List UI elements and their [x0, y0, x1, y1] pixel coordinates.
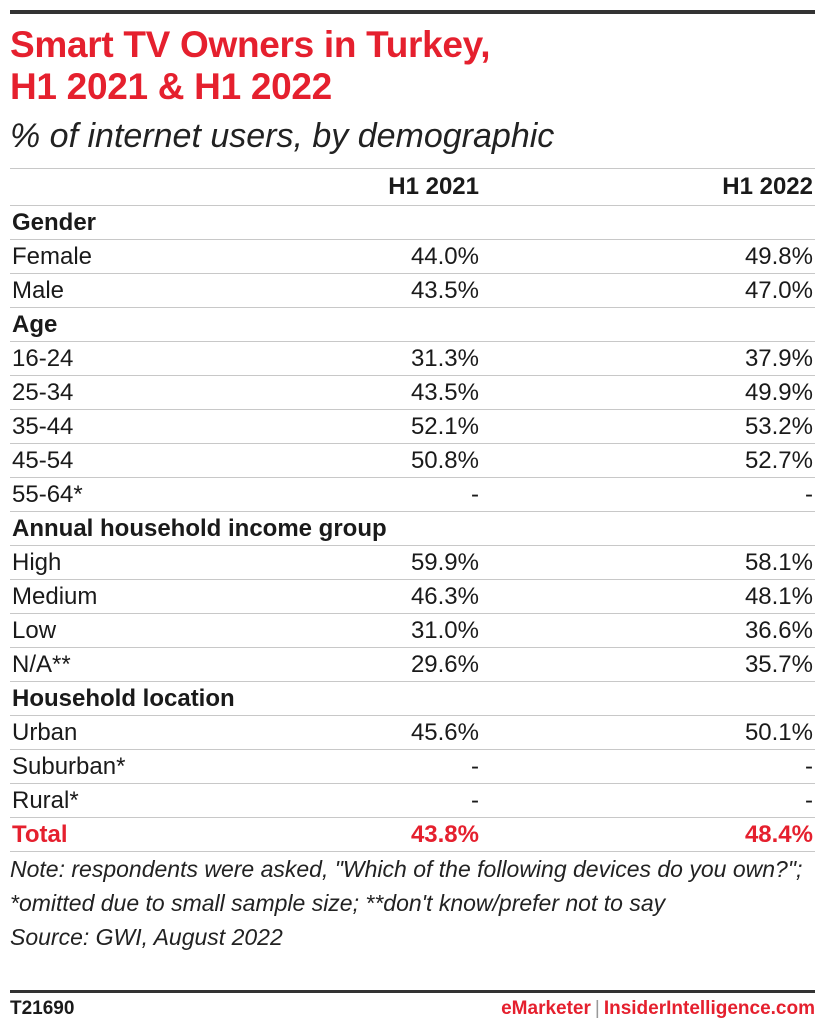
row-label: Suburban*	[10, 749, 171, 784]
table-row: 25-34 43.5% 49.9%	[10, 375, 815, 410]
value-h1-2021: -	[171, 749, 481, 784]
table-row: High 59.9% 58.1%	[10, 545, 815, 580]
table-row: Low 31.0% 36.6%	[10, 613, 815, 648]
row-label: Rural*	[10, 783, 171, 818]
brand-insider-intelligence: InsiderIntelligence.com	[603, 998, 815, 1019]
value-h1-2022: 50.1%	[481, 715, 815, 750]
source-text: Source: GWI, August 2022	[10, 924, 283, 950]
value-h1-2021: 43.5%	[171, 273, 481, 308]
title-line-2: H1 2021 & H1 2022	[10, 66, 332, 107]
section-header-row: Annual household income group	[10, 511, 815, 546]
data-table: H1 2021 H1 2022 Gender Female 44.0% 49.8% Ma…	[10, 168, 815, 852]
value-h1-2021: -	[171, 783, 481, 818]
table-row: Rural* - -	[10, 783, 815, 818]
value-h1-2022: 49.8%	[481, 239, 815, 274]
table-row: Urban 45.6% 50.1%	[10, 715, 815, 750]
table-row: Male 43.5% 47.0%	[10, 273, 815, 308]
row-label: 25-34	[10, 375, 171, 410]
header-blank	[10, 168, 171, 206]
table-row: 35-44 52.1% 53.2%	[10, 409, 815, 444]
row-label: Medium	[10, 579, 171, 614]
value-h1-2022: 35.7%	[481, 647, 815, 682]
value-h1-2021: 50.8%	[171, 443, 481, 478]
footer-brand: eMarketer | InsiderIntelligence.com	[501, 998, 815, 1020]
value-h1-2021: 31.3%	[171, 341, 481, 376]
value-h1-2022: -	[481, 477, 815, 512]
chart-subtitle: % of internet users, by demographic	[10, 117, 555, 155]
row-label: N/A**	[10, 647, 171, 682]
row-label: Low	[10, 613, 171, 648]
value-h1-2022: -	[481, 749, 815, 784]
section-label: Household location	[10, 681, 815, 716]
brand-emarketer: eMarketer	[501, 998, 591, 1019]
value-h1-2021: 52.1%	[171, 409, 481, 444]
value-h1-2022: 36.6%	[481, 613, 815, 648]
value-h1-2022: 37.9%	[481, 341, 815, 376]
brand-separator: |	[594, 998, 600, 1019]
table-row: Medium 46.3% 48.1%	[10, 579, 815, 614]
row-label: Female	[10, 239, 171, 274]
header-row: H1 2021 H1 2022	[10, 168, 815, 206]
value-h1-2021: 31.0%	[171, 613, 481, 648]
value-h1-2021: -	[171, 477, 481, 512]
total-h1-2022: 48.4%	[481, 817, 815, 852]
row-label: High	[10, 545, 171, 580]
chart-title: Smart TV Owners in Turkey, H1 2021 & H1 …	[10, 24, 810, 108]
value-h1-2022: 48.1%	[481, 579, 815, 614]
table-row: 16-24 31.3% 37.9%	[10, 341, 815, 376]
table-row: 55-64* - -	[10, 477, 815, 512]
row-label: 55-64*	[10, 477, 171, 512]
value-h1-2022: 58.1%	[481, 545, 815, 580]
value-h1-2021: 29.6%	[171, 647, 481, 682]
value-h1-2022: -	[481, 783, 815, 818]
value-h1-2022: 53.2%	[481, 409, 815, 444]
row-label: 16-24	[10, 341, 171, 376]
section-label: Annual household income group	[10, 511, 815, 546]
bottom-rule	[10, 990, 815, 993]
table-row: N/A** 29.6% 35.7%	[10, 647, 815, 682]
value-h1-2021: 59.9%	[171, 545, 481, 580]
footnote: Note: respondents were asked, "Which of …	[10, 852, 815, 954]
table-row: Suburban* - -	[10, 749, 815, 784]
value-h1-2021: 43.5%	[171, 375, 481, 410]
row-label: 35-44	[10, 409, 171, 444]
value-h1-2021: 46.3%	[171, 579, 481, 614]
value-h1-2022: 47.0%	[481, 273, 815, 308]
total-label: Total	[10, 817, 171, 852]
row-label: Urban	[10, 715, 171, 750]
section-label: Age	[10, 307, 815, 342]
total-h1-2021: 43.8%	[171, 817, 481, 852]
chart-id: T21690	[10, 998, 75, 1019]
value-h1-2022: 52.7%	[481, 443, 815, 478]
section-label: Gender	[10, 205, 815, 240]
value-h1-2022: 49.9%	[481, 375, 815, 410]
row-label: 45-54	[10, 443, 171, 478]
value-h1-2021: 45.6%	[171, 715, 481, 750]
header-h1-2022: H1 2022	[481, 168, 815, 206]
total-row: Total 43.8% 48.4%	[10, 817, 815, 852]
header-h1-2021: H1 2021	[171, 168, 481, 206]
row-label: Male	[10, 273, 171, 308]
top-rule	[10, 10, 815, 14]
table-row: Female 44.0% 49.8%	[10, 239, 815, 274]
note-text: Note: respondents were asked, "Which of …	[10, 856, 803, 916]
section-header-row: Age	[10, 307, 815, 342]
title-line-1: Smart TV Owners in Turkey,	[10, 24, 491, 65]
table-body: H1 2021 H1 2022 Gender Female 44.0% 49.8% Ma…	[10, 168, 815, 852]
value-h1-2021: 44.0%	[171, 239, 481, 274]
section-header-row: Household location	[10, 681, 815, 716]
section-header-row: Gender	[10, 205, 815, 240]
table-row: 45-54 50.8% 52.7%	[10, 443, 815, 478]
